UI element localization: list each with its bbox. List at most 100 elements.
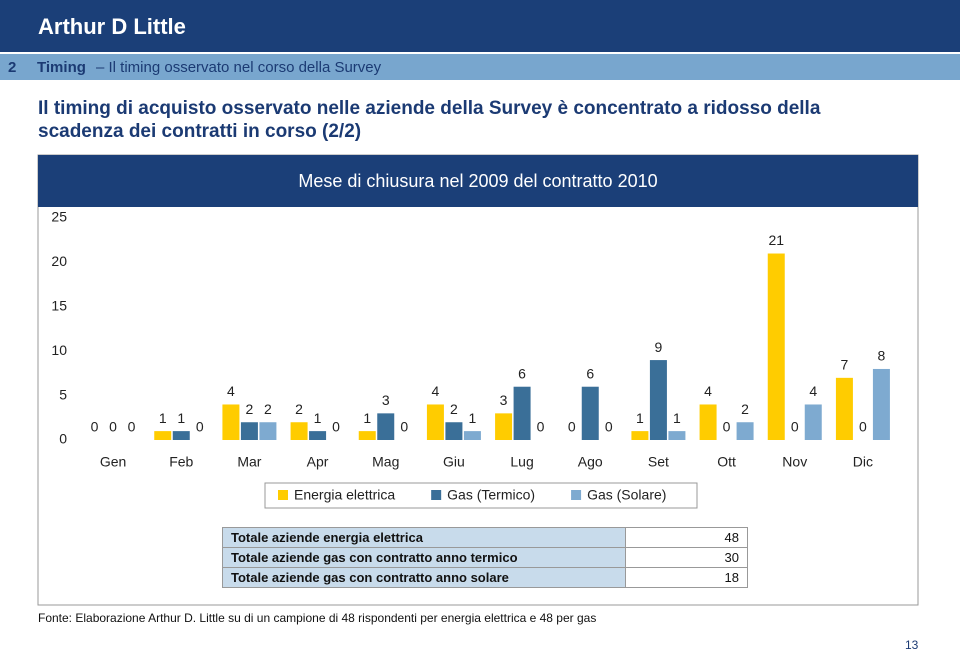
table-label: Totale aziende gas con contratto anno so… — [222, 567, 626, 588]
y-tick-label: 15 — [51, 298, 67, 314]
data-label: 1 — [314, 410, 322, 426]
data-label: 3 — [382, 392, 390, 408]
data-label: 4 — [704, 383, 712, 399]
data-label: 1 — [363, 410, 371, 426]
headline: Il timing di acquisto osservato nelle az… — [38, 98, 821, 142]
chart-title-band — [38, 155, 918, 207]
section-subtitle: – Il timing osservato nel corso della Su… — [96, 59, 382, 76]
header-bar — [0, 0, 960, 52]
bar — [668, 431, 686, 440]
data-label: 0 — [400, 419, 408, 435]
data-label: 8 — [878, 348, 886, 364]
table-value: 18 — [625, 567, 748, 588]
data-label: 2 — [741, 401, 749, 417]
table-label: Totale aziende energia elettrica — [222, 527, 626, 548]
data-label: 0 — [537, 419, 545, 435]
data-label: 3 — [500, 392, 508, 408]
x-tick-label: Giu — [443, 454, 465, 470]
bar — [426, 404, 444, 440]
data-label: 2 — [246, 401, 254, 417]
section-number: 2 — [8, 59, 16, 76]
data-label: 0 — [859, 419, 867, 435]
data-label: 4 — [432, 383, 440, 399]
chart-title: Mese di chiusura nel 2009 del contratto … — [298, 171, 657, 191]
data-label: 21 — [768, 232, 784, 248]
x-tick-label: Feb — [169, 454, 193, 470]
data-label: 2 — [295, 401, 303, 417]
x-tick-label: Set — [648, 454, 669, 470]
legend-label: Energia elettrica — [294, 487, 395, 503]
data-label: 1 — [636, 410, 644, 426]
bar — [445, 422, 463, 440]
bar — [154, 431, 172, 440]
x-tick-label: Lug — [510, 454, 533, 470]
bar — [358, 431, 376, 440]
data-label: 4 — [227, 383, 235, 399]
x-tick-label: Nov — [782, 454, 807, 470]
x-tick-label: Ago — [578, 454, 603, 470]
bar — [649, 360, 667, 440]
data-label: 1 — [469, 410, 477, 426]
bar — [872, 368, 890, 440]
bar — [290, 422, 308, 440]
legend-label: Gas (Termico) — [447, 487, 535, 503]
x-tick-label: Apr — [307, 454, 329, 470]
section-title: Timing — [37, 59, 86, 76]
bar — [495, 413, 513, 440]
data-label: 0 — [91, 419, 99, 435]
data-label: 1 — [159, 410, 167, 426]
legend-label: Gas (Solare) — [587, 487, 666, 503]
bar — [835, 377, 853, 440]
data-label: 0 — [791, 419, 799, 435]
legend-swatch — [571, 490, 582, 500]
bar — [581, 386, 599, 440]
bar — [463, 431, 481, 440]
x-tick-label: Dic — [853, 454, 873, 470]
data-label: 0 — [196, 419, 204, 435]
totals-table: Totale aziende energia elettrica 48 Total… — [222, 527, 748, 588]
legend-swatch — [431, 490, 442, 500]
data-label: 6 — [518, 365, 526, 381]
x-tick-label: Mar — [237, 454, 261, 470]
bar — [767, 253, 785, 440]
y-tick-label: 5 — [59, 386, 67, 402]
data-label: 0 — [128, 419, 136, 435]
data-label: 9 — [655, 339, 663, 355]
data-label: 4 — [809, 383, 817, 399]
bar — [699, 404, 717, 440]
bar — [240, 422, 258, 440]
bar — [172, 431, 190, 440]
y-tick-label: 25 — [51, 209, 67, 225]
legend-frame — [264, 482, 698, 509]
x-tick-label: Gen — [100, 454, 126, 470]
data-label: 0 — [109, 419, 117, 435]
bar — [259, 422, 277, 440]
bar — [513, 386, 531, 440]
bar — [736, 422, 754, 440]
y-tick-label: 20 — [51, 253, 67, 269]
legend-swatch — [278, 490, 288, 500]
bar — [804, 404, 822, 440]
page-number: 13 — [905, 638, 919, 652]
bar — [631, 431, 649, 440]
y-tick-label: 0 — [59, 431, 67, 447]
data-label: 7 — [841, 357, 849, 373]
data-label: 0 — [568, 419, 576, 435]
data-label: 0 — [605, 419, 613, 435]
data-label: 6 — [586, 365, 594, 381]
data-label: 1 — [673, 410, 681, 426]
source-note: Fonte: Elaborazione Arthur D. Little su … — [38, 611, 597, 625]
x-tick-label: Mag — [372, 454, 399, 470]
section-bar — [0, 54, 960, 80]
bar — [309, 431, 327, 440]
table-value: 30 — [625, 547, 748, 568]
table-value: 48 — [625, 527, 748, 548]
data-label: 1 — [177, 410, 185, 426]
data-label: 2 — [450, 401, 458, 417]
bar — [222, 404, 240, 440]
logo: Arthur D Little — [38, 14, 186, 39]
bar — [377, 413, 395, 440]
x-tick-label: Ott — [717, 454, 736, 470]
